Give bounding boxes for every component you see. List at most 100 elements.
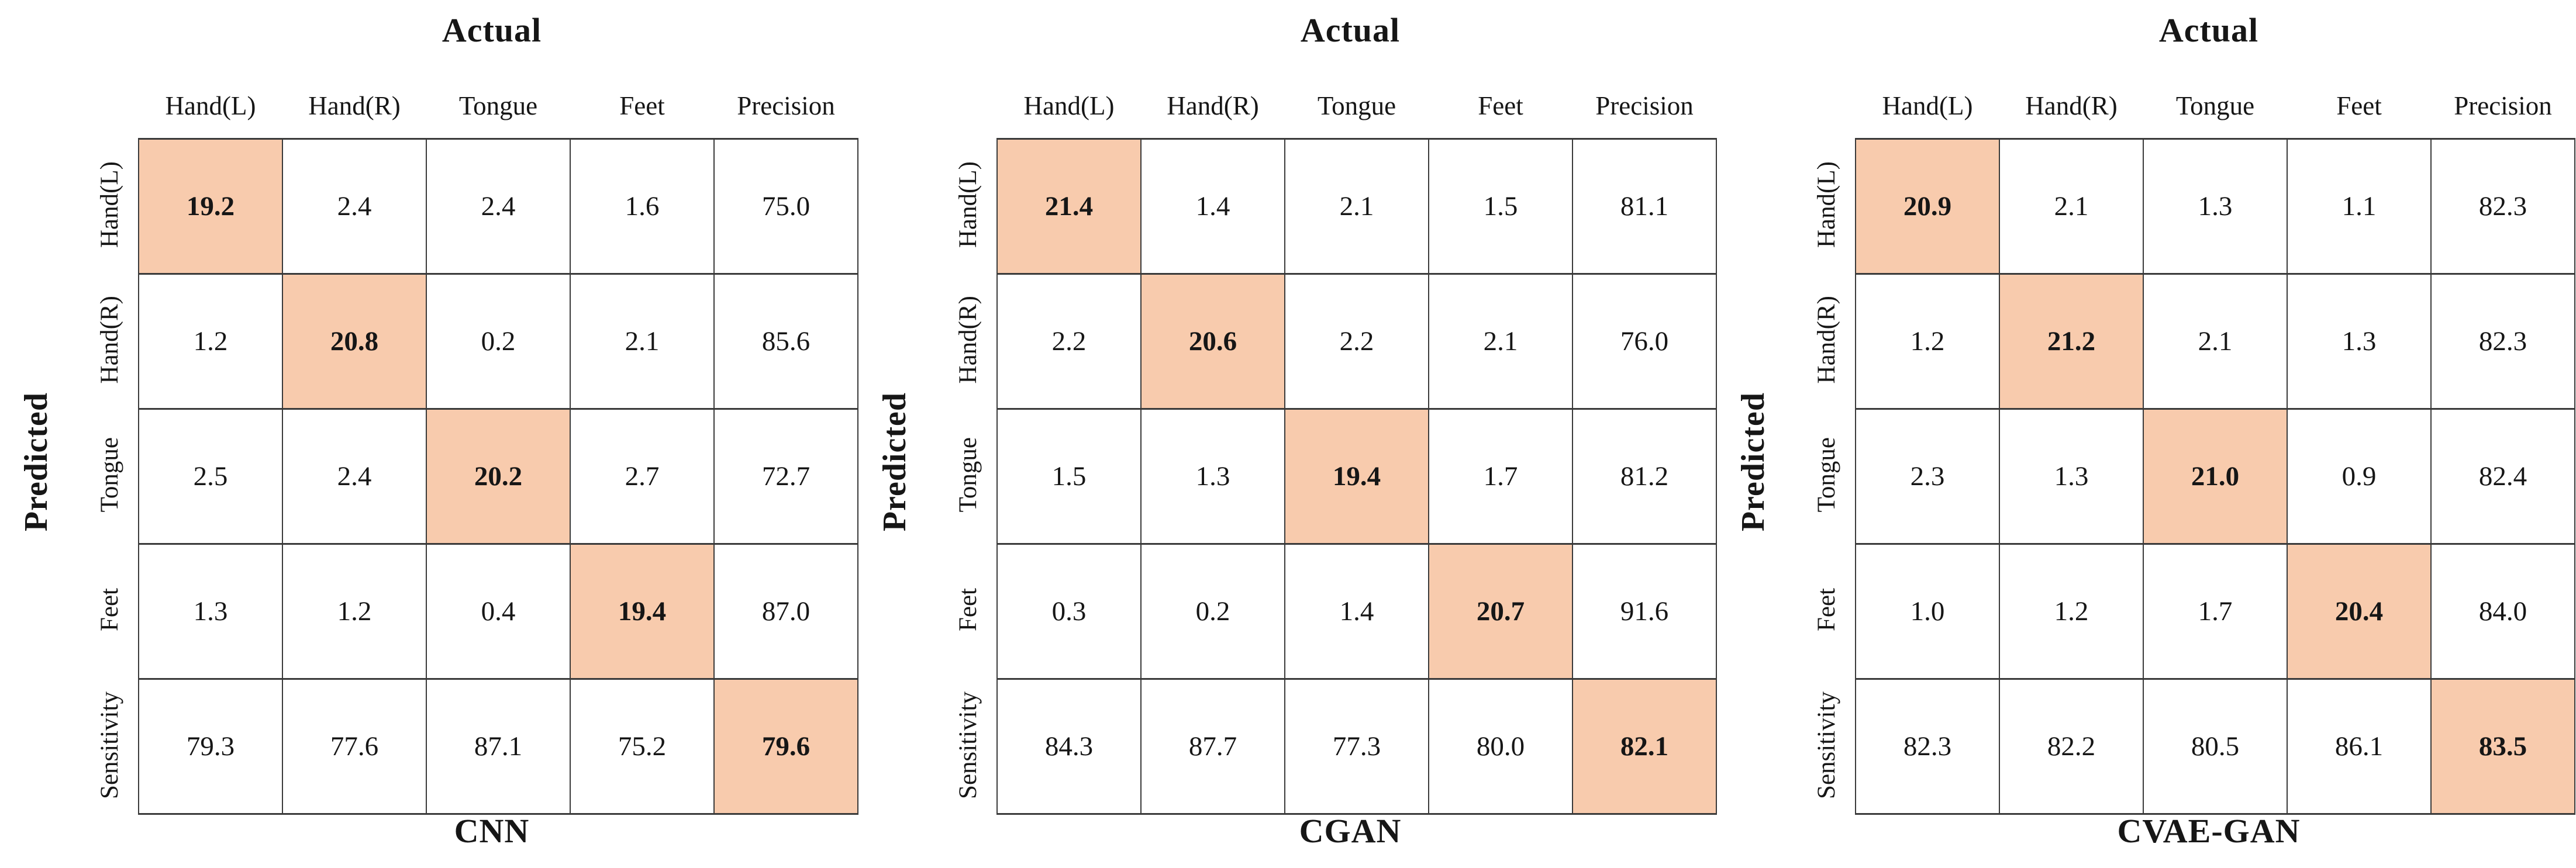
matrix-cell: 1.3 [2143, 138, 2288, 275]
matrix-cell: 81.1 [1572, 138, 1717, 275]
column-header-row: Hand(L) Hand(R) Tongue Feet Precision [82, 82, 858, 139]
matrix-cell: 84.3 [996, 678, 1142, 815]
matrix-cell: 80.0 [1428, 678, 1573, 815]
matrix-cell: 72.7 [713, 408, 858, 545]
row-header: Feet [1813, 588, 1841, 632]
matrix-cell: 1.3 [1999, 408, 2144, 545]
matrix-cell: 20.4 [2287, 543, 2432, 680]
matrix-cell: 19.4 [570, 543, 715, 680]
row-header: Feet [954, 588, 982, 632]
matrix-cell: 91.6 [1572, 543, 1717, 680]
matrix-cell: 20.2 [426, 408, 571, 545]
matrix-cell: 2.2 [996, 273, 1142, 410]
matrix-cell: 80.5 [2143, 678, 2288, 815]
row-header: Hand(L) [954, 161, 982, 248]
column-header: Hand(L) [1882, 91, 1973, 120]
matrix-cell: 1.3 [138, 543, 283, 680]
column-header: Precision [1595, 91, 1694, 120]
matrix-cell: 1.0 [1855, 543, 2000, 680]
matrix-cell: 76.0 [1572, 273, 1717, 410]
predicted-axis-label: Predicted [1735, 392, 1771, 532]
row-header: Hand(L) [96, 161, 124, 248]
predicted-axis-label: Predicted [877, 392, 913, 532]
table-row: Hand(R) 1.2 20.8 0.2 2.1 85.6 [82, 273, 858, 410]
row-header-cell: Feet [82, 544, 139, 679]
column-header: Tongue [1317, 91, 1396, 120]
matrix-cell: 19.2 [138, 138, 283, 275]
row-header: Tongue [954, 437, 982, 513]
panel-cvae-gan: Actual Predicted Hand(L) Hand(R) Tongue … [1717, 0, 2575, 868]
column-header: Feet [1478, 91, 1523, 120]
matrix-cell: 2.7 [570, 408, 715, 545]
matrix-cell: 77.3 [1284, 678, 1429, 815]
row-header: Tongue [96, 437, 124, 513]
matrix-cell: 1.7 [1428, 408, 1573, 545]
column-header: Precision [737, 91, 835, 120]
actual-axis-label: Actual [442, 11, 542, 49]
column-header-row: Hand(L) Hand(R) Tongue Feet Precision [940, 82, 1716, 139]
row-header-cell: Tongue [82, 409, 139, 544]
matrix-cell: 84.0 [2430, 543, 2575, 680]
row-header-cell: Feet [1799, 544, 1856, 679]
matrix-cell: 2.1 [1999, 138, 2144, 275]
matrix-cell: 1.2 [1855, 273, 2000, 410]
table-row: Hand(L) 19.2 2.4 2.4 1.6 75.0 [82, 138, 858, 275]
column-header: Tongue [458, 91, 538, 120]
column-header: Feet [619, 91, 665, 120]
panel-cgan: Actual Predicted Hand(L) Hand(R) Tongue … [858, 0, 1717, 868]
matrix-cell: 2.4 [282, 138, 427, 275]
column-header: Hand(R) [2025, 91, 2118, 120]
table-row: Feet 1.3 1.2 0.4 19.4 87.0 [82, 543, 858, 680]
matrix-cell: 81.2 [1572, 408, 1717, 545]
matrix-cell: 87.7 [1140, 678, 1285, 815]
row-header-cell: Tongue [1799, 409, 1856, 544]
matrix-cell: 1.6 [570, 138, 715, 275]
matrix-cell: 20.7 [1428, 543, 1573, 680]
matrix-cell: 1.5 [1428, 138, 1573, 275]
table-row: Feet 0.3 0.2 1.4 20.7 91.6 [940, 543, 1717, 680]
row-header-cell: Sensitivity [1799, 679, 1856, 814]
matrix-cell: 82.3 [1855, 678, 2000, 815]
table-row: Hand(R) 1.2 21.2 2.1 1.3 82.3 [1799, 273, 2575, 410]
matrix-cell: 82.3 [2430, 273, 2575, 410]
row-header: Sensitivity [96, 691, 124, 799]
matrix-cell: 0.9 [2287, 408, 2432, 545]
matrix-cell: 79.3 [138, 678, 283, 815]
matrix-cell: 1.4 [1284, 543, 1429, 680]
table-row: Sensitivity 84.3 87.7 77.3 80.0 82.1 [940, 678, 1717, 815]
matrix-cell: 19.4 [1284, 408, 1429, 545]
model-name-label: CGAN [1299, 812, 1402, 850]
column-header: Feet [2336, 91, 2382, 120]
matrix-cell: 0.2 [426, 273, 571, 410]
row-header-cell: Feet [940, 544, 997, 679]
row-header: Hand(R) [954, 296, 982, 384]
row-header: Tongue [1813, 437, 1841, 513]
matrix-cell: 21.0 [2143, 408, 2288, 545]
row-header-cell: Sensitivity [82, 679, 139, 814]
row-header-cell: Tongue [940, 409, 997, 544]
matrix-cell: 83.5 [2430, 678, 2575, 815]
matrix-cell: 77.6 [282, 678, 427, 815]
matrix-cell: 2.3 [1855, 408, 2000, 545]
matrix-cell: 0.4 [426, 543, 571, 680]
column-header: Hand(L) [165, 91, 256, 120]
table-row: Hand(L) 21.4 1.4 2.1 1.5 81.1 [940, 138, 1717, 275]
matrix-cell: 1.1 [2287, 138, 2432, 275]
matrix-cell: 82.1 [1572, 678, 1717, 815]
matrix-cell: 20.8 [282, 273, 427, 410]
column-header: Hand(R) [1167, 91, 1259, 120]
matrix-cell: 1.3 [1140, 408, 1285, 545]
matrix-cell: 0.3 [996, 543, 1142, 680]
row-header-cell: Hand(R) [940, 274, 997, 409]
row-header: Hand(L) [1813, 161, 1841, 248]
table-row: Tongue 2.3 1.3 21.0 0.9 82.4 [1799, 408, 2575, 545]
row-header-cell: Hand(L) [940, 139, 997, 274]
matrix-cell: 2.5 [138, 408, 283, 545]
matrix-cell: 75.0 [713, 138, 858, 275]
matrix-cell: 86.1 [2287, 678, 2432, 815]
matrix-cell: 21.4 [996, 138, 1142, 275]
matrix-cell: 82.3 [2430, 138, 2575, 275]
column-header: Hand(R) [308, 91, 401, 120]
corner-spacer [940, 82, 997, 139]
panel-cnn: Actual Predicted Hand(L) Hand(R) Tongue … [0, 0, 858, 868]
